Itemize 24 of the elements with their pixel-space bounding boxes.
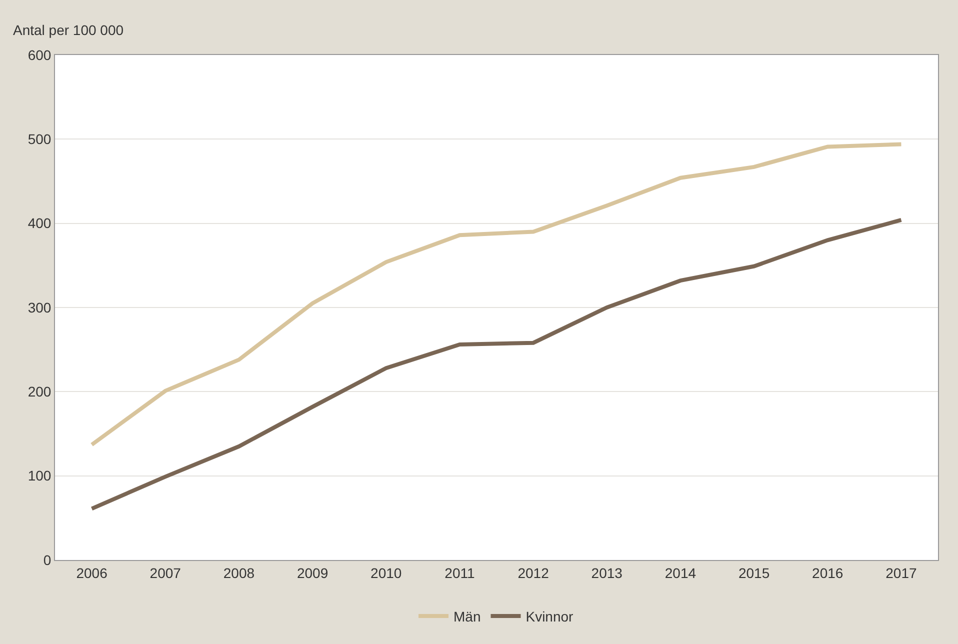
x-tick-label: 2013 [591,564,623,581]
y-axis-title: Antal per 100 000 [13,22,124,38]
x-tick-label: 2012 [518,564,550,581]
legend-label: Kvinnor [526,608,574,624]
line-series [90,218,904,511]
y-tick-label: 100 [28,468,52,484]
x-tick-label: 2017 [886,564,917,581]
x-tick-label: 2009 [296,564,328,581]
x-tick-label: 2015 [738,564,770,581]
x-tick-label: 2011 [444,564,475,581]
x-tick-label: 2016 [812,564,844,581]
y-tick-label: 300 [28,299,52,316]
x-tick-label: 2014 [664,564,696,581]
x-tick-label: 2007 [150,564,182,581]
y-tick-label: 400 [28,215,52,232]
y-tick-label: 500 [28,131,52,148]
legend-label: Män [454,608,481,624]
x-tick-label: 2006 [76,564,108,581]
x-tick-label: 2010 [370,564,402,581]
y-tick-label: 200 [28,384,52,400]
y-tick-label: 0 [43,552,52,568]
x-tick-label: 2008 [223,564,255,581]
line-series [90,142,904,447]
y-tick-label: 600 [28,46,52,63]
